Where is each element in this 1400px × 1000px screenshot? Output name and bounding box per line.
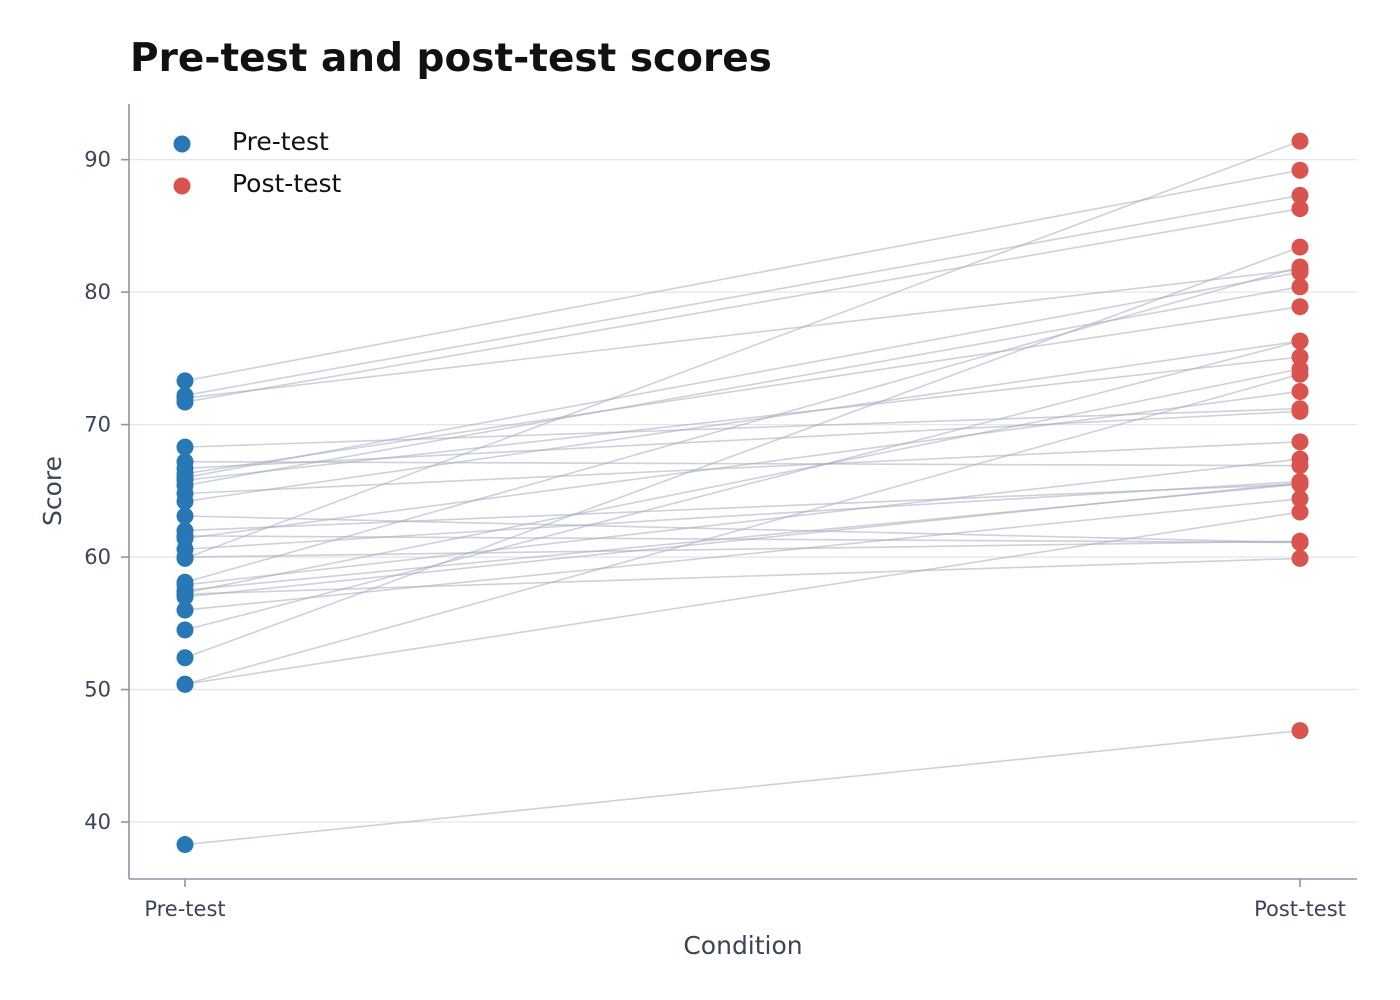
post-test-point [1291, 261, 1309, 279]
post-test-point [1291, 238, 1309, 256]
y-tick-label: 40 [84, 810, 111, 834]
data-points [176, 132, 1309, 854]
pair-line [184, 535, 1301, 544]
pair-line [184, 497, 1301, 611]
pair-lines [184, 140, 1301, 846]
pair-line [184, 305, 1301, 475]
post-test-point [1291, 200, 1309, 218]
pair-line [184, 458, 1301, 586]
pre-test-point [176, 675, 194, 693]
post-test-point [1291, 549, 1309, 567]
pair-line [184, 460, 1301, 467]
post-test-point [1291, 332, 1309, 350]
pre-test-point [176, 836, 194, 854]
x-axis-label: Condition [683, 931, 802, 960]
post-test-point [1291, 490, 1309, 508]
x-tick-label: Post-test [1254, 897, 1346, 921]
pair-line [184, 410, 1301, 470]
post-test-point [1291, 400, 1309, 418]
pre-test-point [176, 573, 194, 591]
pair-line [184, 268, 1301, 399]
post-test-point [1291, 503, 1309, 521]
legend-marker-pre-test [173, 135, 191, 153]
post-test-point [1291, 475, 1309, 493]
pre-test-point [176, 601, 194, 619]
pre-test-point [176, 507, 194, 525]
post-test-point [1291, 298, 1309, 316]
pair-line [184, 340, 1301, 503]
pre-test-point [176, 372, 194, 390]
chart-title: Pre-test and post-test scores [130, 36, 772, 81]
legend-marker-post-test [173, 177, 191, 195]
pre-test-point [176, 438, 194, 456]
x-axis-ticks: Pre-test Post-test [144, 879, 1346, 921]
pair-line [184, 140, 1301, 560]
pair-line [184, 246, 1301, 659]
pair-line [184, 540, 1301, 558]
pair-line [184, 480, 1301, 550]
post-test-point [1291, 382, 1309, 400]
legend-label-pre-test: Pre-test [232, 127, 329, 156]
pair-line [184, 169, 1301, 382]
pre-test-point [176, 386, 194, 404]
pair-line [184, 340, 1301, 631]
pair-line [184, 390, 1301, 540]
pre-test-point [176, 522, 194, 540]
pair-line [184, 483, 1301, 591]
pre-test-point [176, 621, 194, 639]
y-axis-ticks: 40 50 60 70 80 90 [84, 148, 129, 834]
pair-line [184, 441, 1301, 495]
post-test-point [1291, 534, 1309, 552]
y-tick-label: 50 [84, 678, 111, 702]
y-axis-label: Score [38, 456, 67, 526]
y-tick-label: 90 [84, 148, 111, 172]
y-tick-label: 80 [84, 280, 111, 304]
pre-test-point [176, 649, 194, 667]
pair-line [184, 729, 1301, 846]
post-test-point [1291, 348, 1309, 366]
pair-line [184, 407, 1301, 448]
post-test-point [1291, 722, 1309, 740]
pair-line [184, 194, 1301, 397]
pair-line [184, 207, 1301, 403]
post-test-point [1291, 433, 1309, 451]
pair-line [184, 557, 1301, 595]
post-test-point [1291, 186, 1309, 204]
post-test-point [1291, 278, 1309, 296]
y-tick-label: 70 [84, 413, 111, 437]
post-test-point [1291, 132, 1309, 150]
legend: Pre-test Post-test [173, 127, 342, 198]
post-test-point [1291, 360, 1309, 378]
legend-label-post-test: Post-test [232, 169, 342, 198]
pre-test-point [176, 453, 194, 471]
pair-line [184, 515, 1301, 544]
pair-line [184, 356, 1301, 482]
pair-line [184, 271, 1301, 479]
pair-line [184, 286, 1301, 487]
pair-line [184, 368, 1301, 594]
post-test-point [1291, 161, 1309, 179]
gridlines [129, 158, 1357, 823]
x-tick-label: Pre-test [144, 897, 225, 921]
post-test-point [1291, 457, 1309, 475]
pair-line [184, 483, 1301, 532]
y-tick-label: 60 [84, 545, 111, 569]
